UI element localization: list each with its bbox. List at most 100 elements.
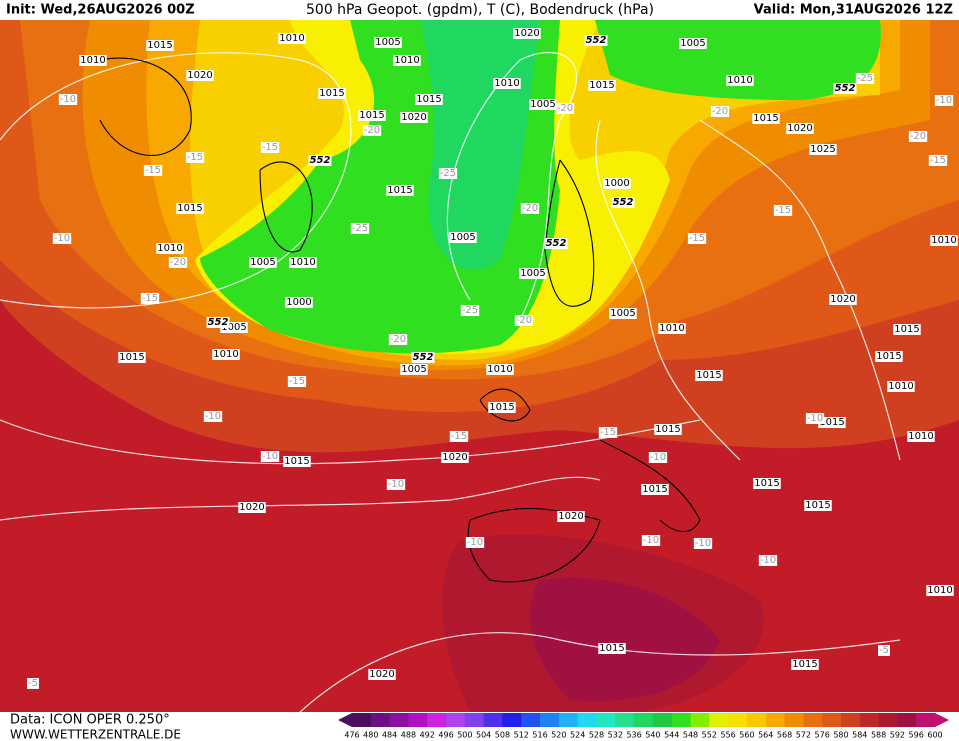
temperature-label-box [928, 155, 948, 166]
temperature-label: -5 [879, 645, 889, 656]
pressure-label-box [818, 417, 846, 428]
pressure-label-box [603, 178, 631, 189]
temperature-label-box [758, 555, 778, 566]
pressure-label-box [513, 28, 541, 39]
colorbar-bin [690, 713, 710, 727]
temperature-label: -25 [440, 168, 456, 179]
temperature-label-box [908, 131, 928, 142]
pressure-label: 1015 [177, 203, 202, 214]
height-label-box [308, 155, 332, 166]
website: WWW.WETTERZENTRALE.DE [10, 728, 181, 741]
pressure-label: 1015 [792, 659, 817, 670]
pressure-label: 1010 [279, 33, 304, 44]
pressure-label-box [804, 500, 832, 511]
colorbar-bin [558, 713, 579, 727]
colorbar-tick-label: 556 [720, 731, 735, 740]
colorbar-tick-label: 540 [645, 731, 660, 740]
height-label-box [206, 317, 230, 328]
pressure-label: 1015 [119, 352, 144, 363]
temperature-label-box [773, 205, 793, 216]
temperature-label: -10 [60, 94, 76, 105]
colorbar-tick-label: 496 [438, 731, 453, 740]
colorbar-tick-label: 536 [626, 731, 641, 740]
colorbar: 476 480 484 488 492 496 500 504 508 512 516 520 524 5… [338, 713, 949, 740]
pressure-label: 1015 [284, 456, 309, 467]
colorbar-bin [352, 713, 372, 727]
temperature-label: -15 [145, 165, 161, 176]
pressure-label: 1005 [610, 308, 635, 319]
pressure-label: 1020 [401, 112, 426, 123]
pressure-label: 1015 [489, 402, 514, 413]
pressure-label-box [212, 349, 240, 360]
temperature-label: -15 [262, 142, 278, 153]
temperature-label: -15 [930, 155, 946, 166]
pressure-label-box [529, 99, 557, 110]
temperature-label-box [520, 203, 540, 214]
temperature-label: -10 [205, 411, 221, 422]
colorbar-tick-label: 512 [514, 731, 529, 740]
pressure-label-box [393, 55, 421, 66]
pressure-label-box [285, 297, 313, 308]
temperature-label: -20 [910, 131, 926, 142]
colorbar-bin [427, 713, 447, 727]
height-label: 552 [835, 83, 856, 94]
pressure-label-box [278, 33, 306, 44]
pressure-label: 1020 [830, 294, 855, 305]
pressure-label-box [752, 113, 780, 124]
temperature-label: -15 [775, 205, 791, 216]
temperature-label-box [203, 411, 223, 422]
colorbar-tick-label: 504 [476, 731, 491, 740]
pressure-label: 1005 [375, 37, 400, 48]
temperature-label: -10 [54, 233, 70, 244]
temperature-label: -10 [807, 413, 823, 424]
colorbar-bin [389, 713, 409, 727]
height-label: 552 [613, 197, 634, 208]
temperature-label: -15 [600, 427, 616, 438]
pressure-label-box [441, 452, 469, 463]
colorbar-tick-label: 580 [833, 731, 848, 740]
temperature-label-box [934, 95, 954, 106]
colorbar-tick-label: 560 [739, 731, 754, 740]
colorbar-bin [840, 713, 861, 727]
colorbar-bin [408, 713, 428, 727]
temperature-label-box [878, 645, 890, 656]
height-label: 552 [546, 238, 567, 249]
pressure-label-box [753, 478, 781, 489]
colorbar-bin [822, 713, 842, 727]
temperature-label: -15 [187, 152, 203, 163]
height-label: 552 [310, 155, 331, 166]
temperature-label: -20 [364, 125, 380, 136]
pressure-label: 1005 [520, 268, 545, 279]
colorbar-bin [446, 713, 466, 727]
pressure-label-box [146, 40, 174, 51]
pressure-label: 1020 [239, 502, 264, 513]
pressure-label-box [726, 75, 754, 86]
pressure-label: 1015 [599, 643, 624, 654]
temperature-label-box [388, 334, 408, 345]
colorbar-bin [709, 713, 729, 727]
pressure-label-box [875, 351, 903, 362]
pressure-label-box [791, 659, 819, 670]
pressure-label: 1015 [319, 88, 344, 99]
pressure-label-box [156, 243, 184, 254]
colorbar-tick-label: 596 [909, 731, 924, 740]
pressure-label: 1015 [876, 351, 901, 362]
temperature-label-box [287, 376, 307, 387]
colorbar-bin [916, 713, 936, 727]
pressure-label-box [654, 424, 682, 435]
colorbar-bin [502, 713, 522, 727]
pressure-label-box [400, 364, 428, 375]
colorbar-bin [784, 713, 804, 727]
colorbar-bin [746, 713, 767, 727]
pressure-label: 1020 [558, 511, 583, 522]
height-label-box [411, 352, 435, 363]
colorbar-bin [859, 713, 880, 727]
temperature-label-box [641, 535, 661, 546]
pressure-label-box [557, 511, 585, 522]
temperature-label-box [27, 678, 39, 689]
colorbar-tick-label: 592 [890, 731, 905, 740]
pressure-label-box [930, 235, 958, 246]
temperature-label-box [58, 94, 78, 105]
temperature-label-box [598, 427, 618, 438]
pressure-label-box [786, 123, 814, 134]
